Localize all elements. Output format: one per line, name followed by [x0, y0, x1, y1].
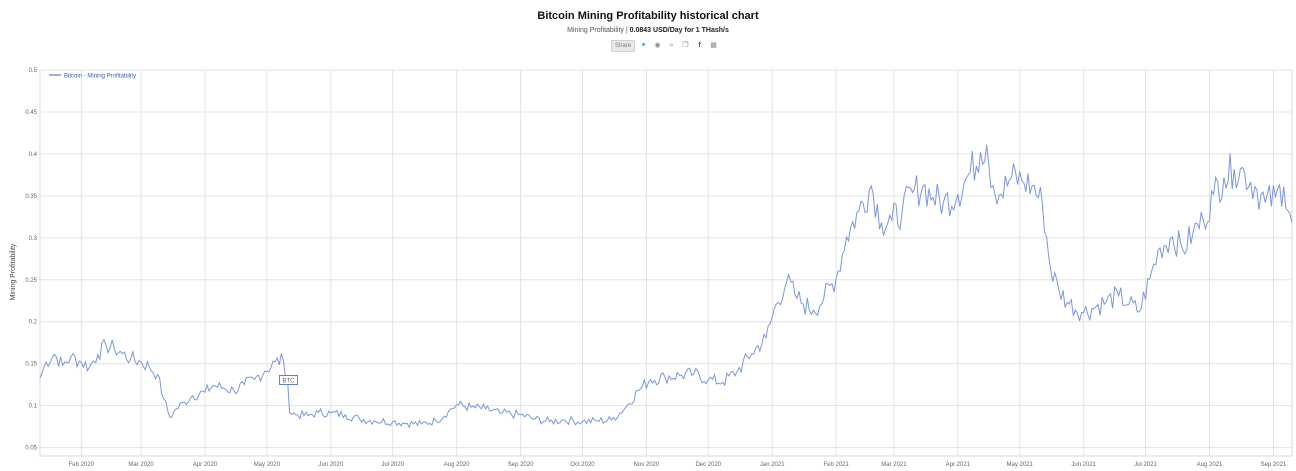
y-axis-ticks: 0.05 0.1 0.15 0.2 0.25 0.3 0.35 0.4 0.45 0.5 — [25, 68, 37, 452]
x-tick-label: Sep 2021 — [1261, 462, 1287, 468]
annotation-label: BTC — [283, 378, 296, 384]
x-tick-label: Aug 2020 — [444, 462, 470, 468]
event-annotation[interactable]: BTC — [279, 375, 298, 385]
legend-label[interactable]: Bitcoin - Mining Profitability — [64, 74, 136, 80]
pdf-icon[interactable]: ▦ — [710, 42, 717, 49]
y-tick-label: 0.15 — [25, 362, 37, 368]
y-tick-label: 0.45 — [25, 110, 37, 116]
reddit-icon[interactable]: ◉ — [654, 42, 661, 49]
x-tick-label: Feb 2021 — [823, 462, 849, 468]
y-axis-label: Mining Profitability — [10, 243, 17, 300]
x-tick-label: Oct 2020 — [570, 462, 595, 468]
x-tick-label: Feb 2020 — [69, 462, 95, 468]
x-tick-label: Dec 2020 — [695, 462, 721, 468]
subtitle-prefix: Mining Profitability | — [567, 27, 628, 34]
series-line[interactable] — [39, 144, 1293, 429]
x-tick-label: Jun 2021 — [1071, 462, 1096, 468]
x-tick-label: Jul 2021 — [1134, 462, 1157, 468]
x-tick-label: Nov 2020 — [634, 462, 660, 468]
y-tick-label: 0.2 — [29, 320, 38, 326]
x-axis-ticks: Feb 2020 Mar 2020 Apr 2020 May 2020 Jun 2020… — [69, 462, 1287, 468]
subtitle-value: 0.0843 USD/Day for 1 THash/s — [629, 27, 729, 34]
y-tick-label: 0.3 — [29, 236, 38, 242]
x-tick-label: May 2020 — [254, 462, 281, 468]
vk-icon[interactable]: ≈ — [669, 42, 674, 49]
y-tick-label: 0.1 — [29, 404, 38, 410]
x-tick-label: Sep 2020 — [508, 462, 534, 468]
y-tick-label: 0.35 — [25, 194, 37, 200]
x-tick-label: Mar 2021 — [881, 462, 907, 468]
y-tick-label: 0.4 — [29, 152, 38, 158]
x-tick-label: Jan 2021 — [760, 462, 785, 468]
chart-subtitle: Mining Profitability | 0.0843 USD/Day fo… — [0, 27, 1296, 34]
plot-area — [39, 69, 1293, 457]
share-button[interactable]: Share — [611, 40, 636, 52]
x-tick-label: Jul 2020 — [381, 462, 404, 468]
y-tick-label: 0.05 — [25, 446, 37, 452]
x-tick-label: May 2021 — [1007, 462, 1034, 468]
copy-icon[interactable]: ❐ — [682, 42, 689, 49]
twitter-icon[interactable]: ✦ — [640, 42, 647, 49]
annotation-flag[interactable] — [279, 375, 298, 385]
y-tick-label: 0.25 — [25, 278, 37, 284]
x-tick-label: Aug 2021 — [1197, 462, 1223, 468]
x-tick-label: Jun 2020 — [318, 462, 343, 468]
x-tick-label: Apr 2020 — [193, 462, 218, 468]
chart-grid — [39, 69, 1293, 457]
x-tick-label: Apr 2021 — [946, 462, 971, 468]
chart-title: Bitcoin Mining Profitability historical … — [537, 10, 759, 22]
y-tick-label: 0.5 — [29, 68, 38, 74]
facebook-icon[interactable]: f — [698, 42, 701, 49]
share-bar: Share ✦ ◉ ≈ ❐ f ▦ — [611, 40, 719, 52]
x-tick-label: Mar 2020 — [128, 462, 154, 468]
